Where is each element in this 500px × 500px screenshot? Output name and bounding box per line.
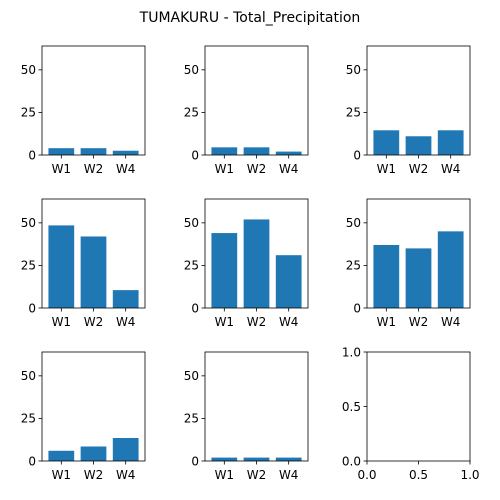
- x-tick-label: W2: [247, 162, 267, 176]
- bar-w4: [275, 255, 302, 308]
- bar-w4: [275, 457, 302, 461]
- y-tick-label: 0: [28, 301, 36, 315]
- x-tick-label: W2: [84, 162, 104, 176]
- y-tick-label: 1.0: [342, 345, 361, 359]
- x-tick-label: W4: [279, 468, 299, 482]
- y-tick-label: 0: [353, 148, 361, 162]
- axes-frame: [366, 198, 471, 309]
- x-tick-label: W1: [52, 315, 72, 329]
- x-tick-label: W2: [247, 468, 267, 482]
- x-tick-label: 1.0: [460, 468, 479, 482]
- y-tick-label: 0: [28, 148, 36, 162]
- y-tick-label: 0: [191, 454, 199, 468]
- bar-w1: [48, 450, 75, 461]
- bar-w2: [243, 457, 270, 461]
- y-tick-label: 25: [184, 412, 199, 426]
- x-tick-label: W4: [279, 315, 299, 329]
- y-tick-label: 25: [21, 106, 36, 120]
- bar-w2: [80, 236, 107, 308]
- bar-w1: [48, 225, 75, 308]
- x-tick-label: W1: [377, 162, 397, 176]
- axes-frame: [41, 45, 146, 156]
- x-tick-label: W2: [247, 315, 267, 329]
- x-tick-label: W4: [116, 468, 136, 482]
- bar-w1: [373, 130, 400, 155]
- x-tick-label: 0.5: [409, 468, 428, 482]
- subplot-6: W1 W2 W4 0 25 50: [346, 198, 471, 329]
- bar-w4: [437, 231, 464, 308]
- x-tick-label: W4: [279, 162, 299, 176]
- y-tick-label: 0: [191, 301, 199, 315]
- y-tick-label: 50: [184, 369, 199, 383]
- bar-w2: [243, 147, 270, 155]
- axes-frame: [366, 351, 471, 462]
- bar-w1: [48, 148, 75, 155]
- bar-w4: [112, 438, 139, 461]
- bar-w2: [80, 446, 107, 461]
- subplot-4: W1 W2 W4 0 25 50: [21, 198, 146, 329]
- x-tick-label: W2: [409, 162, 429, 176]
- axes-frame: [41, 198, 146, 309]
- subplot-3: W1 W2 W4 0 25 50: [346, 45, 471, 176]
- y-tick-label: 25: [21, 259, 36, 273]
- bar-w4: [437, 130, 464, 155]
- axes-frame: [204, 351, 309, 462]
- bar-w1: [373, 244, 400, 308]
- y-tick-label: 25: [184, 259, 199, 273]
- y-tick-label: 50: [21, 216, 36, 230]
- x-tick-label: W1: [52, 162, 72, 176]
- bar-w4: [112, 150, 139, 155]
- x-tick-label: W1: [215, 315, 235, 329]
- bar-w4: [275, 151, 302, 155]
- y-tick-label: 0.5: [342, 400, 361, 414]
- y-tick-label: 25: [346, 259, 361, 273]
- y-tick-label: 0.0: [342, 454, 361, 468]
- x-tick-label: W4: [116, 315, 136, 329]
- x-tick-label: 0.0: [357, 468, 376, 482]
- y-tick-label: 50: [184, 216, 199, 230]
- x-tick-label: W2: [409, 315, 429, 329]
- bar-w2: [405, 136, 432, 155]
- y-tick-label: 50: [21, 63, 36, 77]
- axes-frame: [41, 351, 146, 462]
- x-tick-label: W1: [377, 315, 397, 329]
- x-tick-label: W2: [84, 468, 104, 482]
- subplot-8: W1 W2 W4 0 25 50: [184, 351, 309, 482]
- axes-frame: [366, 45, 471, 156]
- subplot-5: W1 W2 W4 0 25 50: [184, 198, 309, 329]
- y-tick-label: 25: [21, 412, 36, 426]
- y-tick-label: 0: [191, 148, 199, 162]
- x-tick-label: W1: [215, 468, 235, 482]
- bar-w2: [405, 248, 432, 308]
- bar-w2: [243, 219, 270, 308]
- y-tick-label: 25: [346, 106, 361, 120]
- subplot-9: 0.0 0.5 1.0 0.0 0.5 1.0: [342, 345, 480, 482]
- bar-w4: [112, 290, 139, 308]
- x-tick-label: W1: [52, 468, 72, 482]
- bar-w2: [80, 148, 107, 155]
- y-tick-label: 50: [184, 63, 199, 77]
- y-tick-label: 50: [346, 216, 361, 230]
- bar-w1: [211, 457, 238, 461]
- x-tick-label: W1: [215, 162, 235, 176]
- subplot-2: W1 W2 W4 0 25 50: [184, 45, 309, 176]
- y-tick-label: 50: [346, 63, 361, 77]
- bar-w1: [211, 147, 238, 155]
- axes-frame: [204, 198, 309, 309]
- axes-frame: [204, 45, 309, 156]
- bar-w1: [211, 233, 238, 308]
- subplot-7: W1 W2 W4 0 25 50: [21, 351, 146, 482]
- y-tick-label: 0: [353, 301, 361, 315]
- y-tick-label: 50: [21, 369, 36, 383]
- x-tick-label: W4: [116, 162, 136, 176]
- y-tick-label: 25: [184, 106, 199, 120]
- x-tick-label: W4: [441, 162, 461, 176]
- x-tick-label: W4: [441, 315, 461, 329]
- x-tick-label: W2: [84, 315, 104, 329]
- y-tick-label: 0: [28, 454, 36, 468]
- figure-title: TUMAKURU - Total_Precipitation: [139, 10, 361, 26]
- subplot-1: W1 W2 W4 0 25 50: [21, 45, 146, 176]
